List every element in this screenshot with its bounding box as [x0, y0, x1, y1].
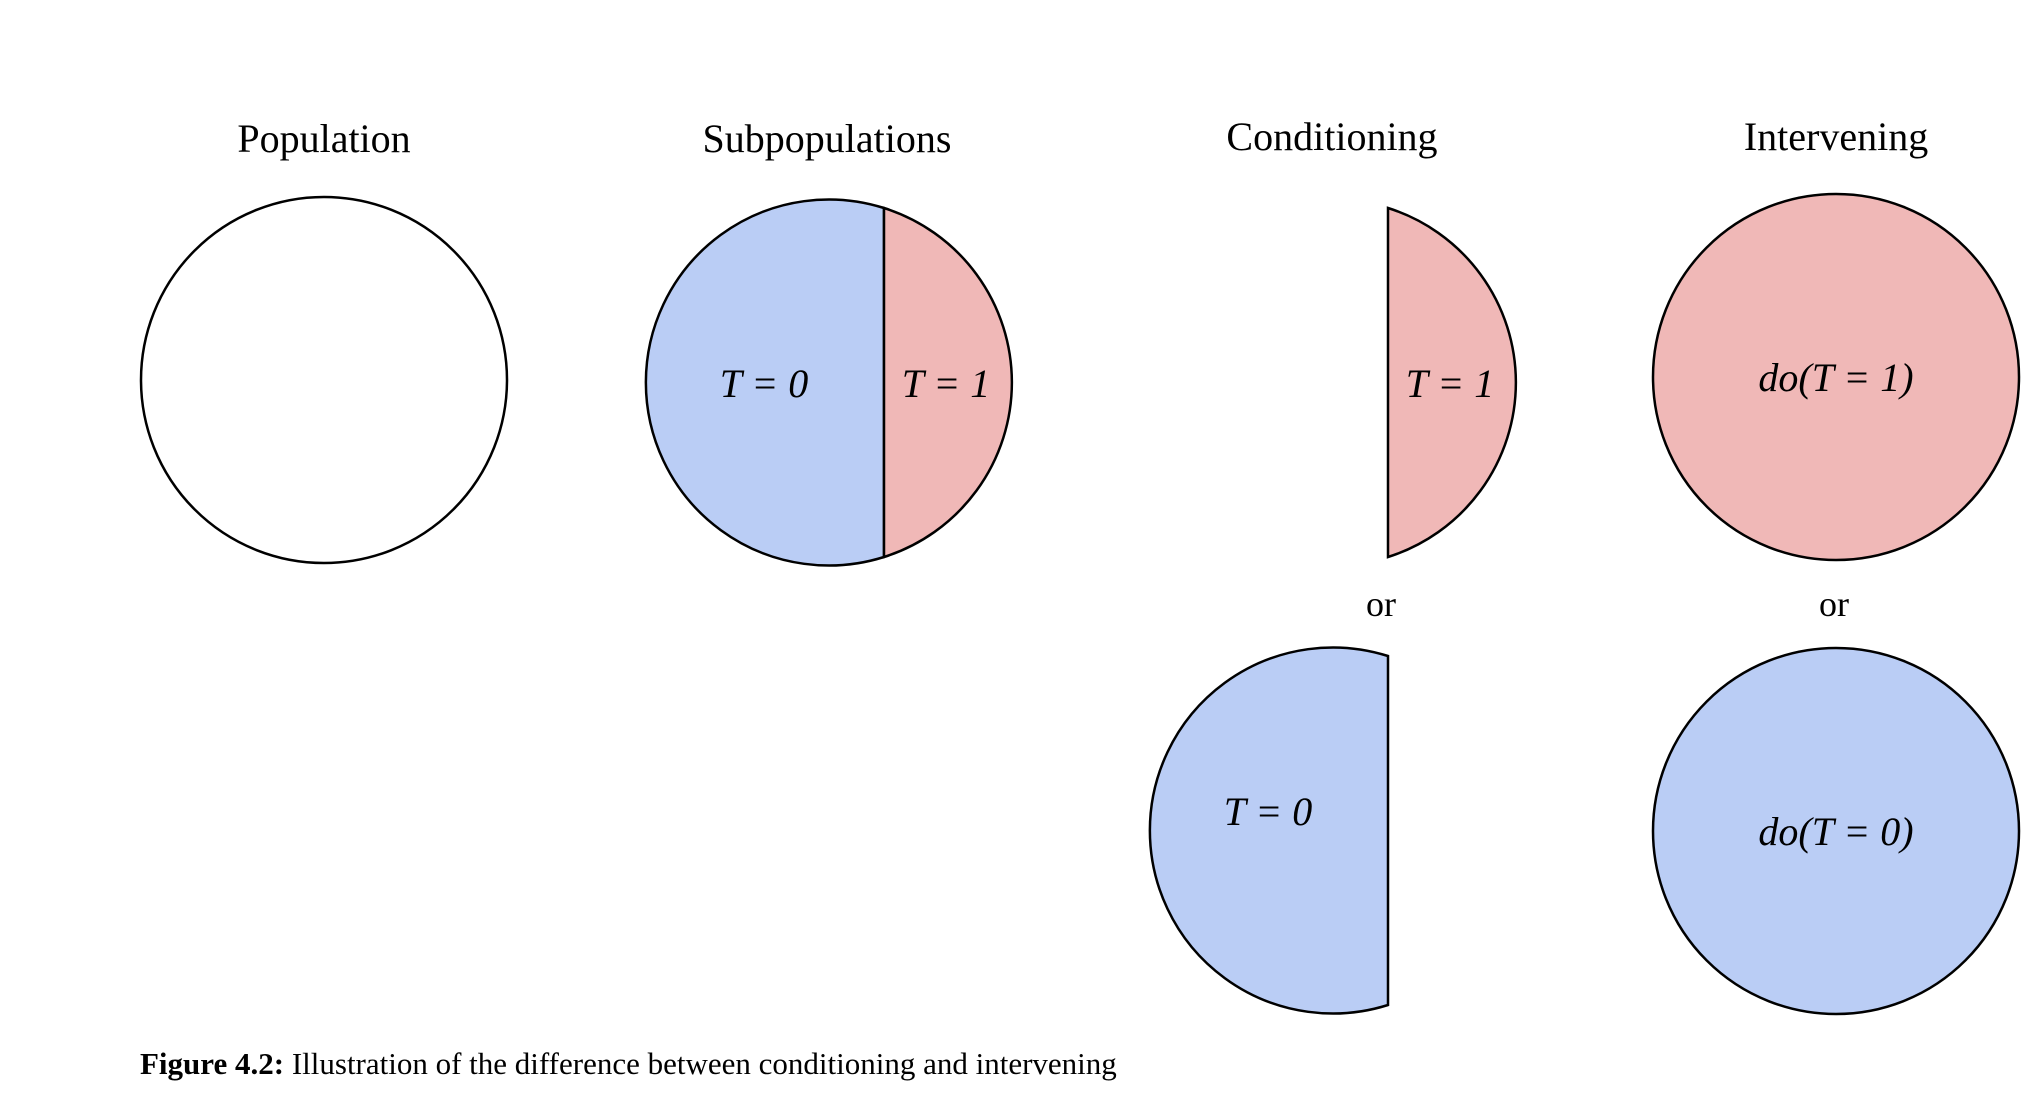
conditioning-treated-segment	[1386, 206, 1518, 559]
subpopulation-t1-label: T = 1	[902, 361, 991, 406]
figure-caption: Figure 4.2: Illustration of the differen…	[140, 1046, 1117, 1082]
intervening-do1-label: do(T = 1)	[1758, 355, 1913, 400]
title-conditioning: Conditioning	[1226, 114, 1437, 159]
intervening-control-circle	[1651, 646, 2021, 1016]
intervening-or-text: or	[1819, 584, 1849, 624]
conditioning-t0-label: T = 0	[1224, 789, 1313, 834]
title-subpopulations: Subpopulations	[703, 116, 952, 161]
title-population: Population	[237, 116, 410, 161]
subpopulation-treated-segment	[882, 206, 1014, 559]
intervening-do0-label: do(T = 0)	[1758, 809, 1913, 854]
subpopulations-circle	[644, 198, 1014, 567]
population-circle	[139, 195, 509, 565]
conditioning-control-segment	[1148, 646, 1390, 1015]
conditioning-or-text: or	[1366, 584, 1396, 624]
figure-caption-label: Figure 4.2:	[140, 1046, 285, 1081]
intervening-treated-circle	[1651, 192, 2021, 562]
subpopulation-t0-label: T = 0	[720, 361, 809, 406]
figure-caption-text: Illustration of the difference between c…	[291, 1046, 1117, 1081]
subpopulation-control-segment	[644, 198, 886, 567]
title-intervening: Intervening	[1744, 114, 1928, 159]
conditioning-t1-label: T = 1	[1406, 361, 1495, 406]
